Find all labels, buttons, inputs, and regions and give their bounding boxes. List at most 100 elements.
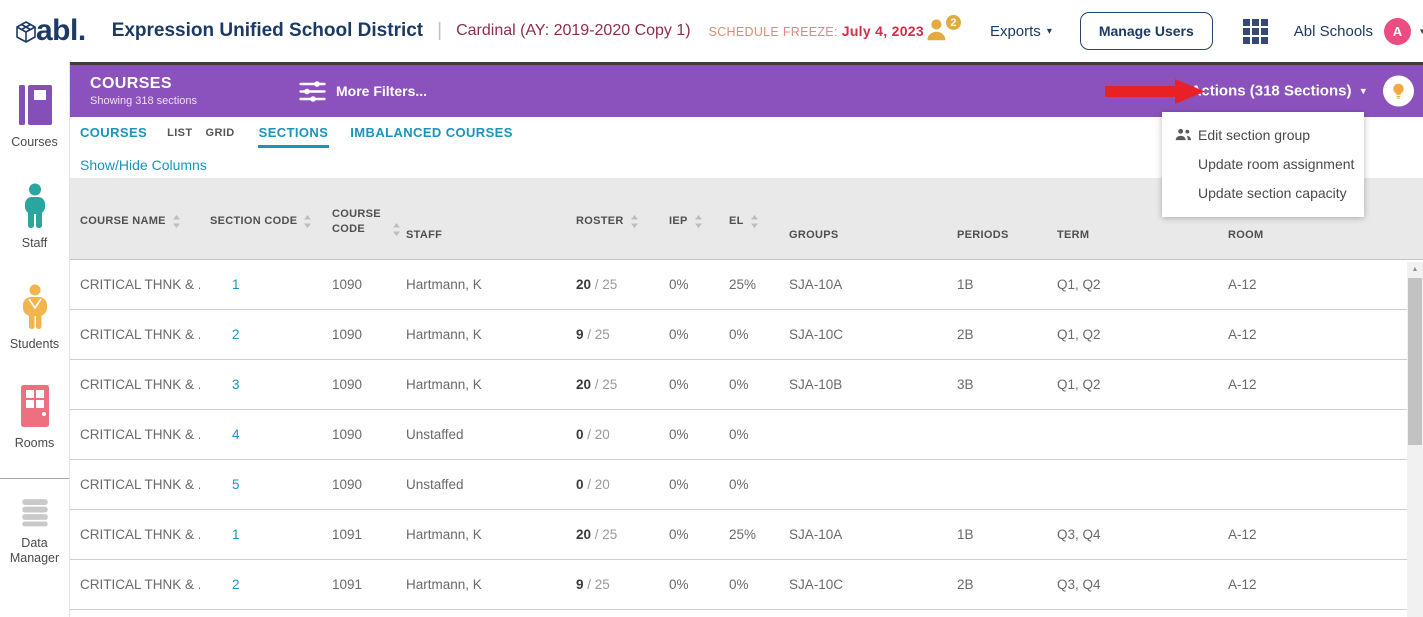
annotation-arrow-icon	[1105, 79, 1205, 104]
cell-course-code: 1090	[332, 277, 363, 292]
schedule-freeze-label: SCHEDULE FREEZE: July 4, 2023	[708, 23, 924, 39]
roster-current: 20	[576, 527, 592, 542]
cell-section-code-link[interactable]: 1	[232, 527, 240, 542]
courses-toolbar: COURSES Showing 318 sections More Filter…	[70, 62, 1423, 117]
roster-capacity: / 25	[584, 327, 610, 342]
sort-icon[interactable]	[393, 223, 400, 236]
sort-icon[interactable]	[304, 215, 312, 228]
cell-section-code-link[interactable]: 5	[232, 477, 240, 492]
column-header-course-code[interactable]: COURSE CODE	[330, 207, 404, 259]
tab-imbalanced-courses[interactable]: IMBALANCED COURSES	[350, 125, 513, 140]
cell-groups: SJA-10A	[789, 527, 843, 542]
sort-icon[interactable]	[694, 215, 702, 228]
cell-iep: 0%	[669, 427, 689, 442]
cell-roster: 20 / 25	[574, 277, 667, 292]
cell-el: 25%	[729, 277, 757, 292]
sidebar-item-rooms[interactable]: Rooms	[0, 383, 69, 451]
cell-room: A-12	[1228, 277, 1257, 292]
tab-sections-active[interactable]: SECTIONS	[257, 125, 329, 148]
table-row: CRITICAL THNK & ... 2 1091 Hartmann, K 9…	[70, 560, 1407, 610]
scrollbar-thumb[interactable]	[1408, 278, 1422, 445]
cell-course-code: 1091	[332, 577, 363, 592]
roster-capacity-value: 25	[594, 577, 610, 592]
cell-course-name: CRITICAL THNK & ...	[80, 427, 200, 442]
show-hide-columns-link[interactable]: Show/Hide Columns	[80, 157, 207, 173]
table-row: CRITICAL THNK & ... 4 1090 Unstaffed 0 /…	[70, 410, 1407, 460]
roster-separator: /	[591, 527, 603, 542]
roster-capacity-value: 25	[594, 327, 610, 342]
cell-staff: Hartmann, K	[406, 327, 482, 342]
abl-logo[interactable]: abl.	[14, 16, 86, 46]
sort-icon[interactable]	[750, 215, 758, 228]
cell-course-name: CRITICAL THNK & ...	[80, 377, 200, 392]
menu-item-edit-section-group[interactable]: Edit section group	[1162, 120, 1364, 149]
exports-dropdown[interactable]: Exports ▾	[990, 23, 1052, 40]
tab-courses[interactable]: COURSES	[80, 125, 148, 140]
roster-capacity-value: 25	[602, 527, 618, 542]
tab-grid[interactable]: GRID	[205, 126, 235, 139]
cell-section-code-link[interactable]: 2	[232, 577, 240, 592]
column-header-iep[interactable]: IEP	[667, 214, 727, 259]
scrollbar-up-arrow[interactable]: ▲	[1411, 266, 1419, 273]
cell-room: A-12	[1228, 577, 1257, 592]
cell-staff: Hartmann, K	[406, 277, 482, 292]
actions-dropdown-menu: Edit section group Update room assignmen…	[1162, 112, 1364, 217]
manage-users-button[interactable]: Manage Users	[1079, 12, 1213, 50]
help-lightbulb-button[interactable]	[1383, 75, 1414, 107]
cell-iep: 0%	[669, 477, 689, 492]
sidebar-item-courses[interactable]: Courses	[0, 82, 69, 150]
column-header-el[interactable]: EL	[727, 214, 787, 259]
roster-separator: /	[591, 377, 603, 392]
table-row: CRITICAL THNK & ... 1 1090 Hartmann, K 2…	[70, 260, 1407, 310]
account-menu[interactable]: Abl Schools A ▾	[1293, 17, 1423, 45]
column-header-roster[interactable]: ROSTER	[574, 214, 667, 259]
cell-course-name: CRITICAL THNK & ...	[80, 527, 200, 542]
roster-capacity: / 25	[591, 277, 618, 292]
roster-capacity: / 25	[584, 577, 610, 592]
cell-section-code-link[interactable]: 2	[232, 327, 240, 342]
roster-current: 9	[576, 577, 584, 592]
more-filters-button[interactable]: More Filters...	[299, 80, 427, 103]
column-header-course-name[interactable]: COURSE NAME	[70, 214, 200, 259]
schedule-context: Cardinal (AY: 2019-2020 Copy 1)	[456, 22, 691, 39]
cell-term: Q1, Q2	[1057, 327, 1101, 342]
lightbulb-icon	[1393, 83, 1404, 99]
column-label: TERM	[1057, 229, 1090, 242]
column-header-groups: GROUPS	[787, 228, 955, 259]
sort-icon[interactable]	[630, 215, 638, 228]
column-header-periods: PERIODS	[955, 228, 1055, 259]
sidebar-item-data-manager[interactable]: Data Manager	[0, 497, 69, 566]
cell-el: 25%	[729, 527, 757, 542]
cell-term: Q3, Q4	[1057, 527, 1101, 542]
sidebar-divider	[0, 478, 69, 479]
roster-capacity-value: 25	[602, 377, 618, 392]
roster-capacity: / 20	[584, 477, 610, 492]
student-icon	[22, 284, 47, 329]
column-header-section-code[interactable]: SECTION CODE	[200, 214, 330, 259]
roster-capacity: / 25	[591, 377, 618, 392]
account-name: Abl Schools	[1293, 22, 1373, 40]
apps-grid-button[interactable]	[1242, 18, 1268, 44]
menu-item-update-section-capacity[interactable]: Update section capacity	[1162, 178, 1364, 207]
exports-label: Exports	[989, 22, 1041, 40]
cell-el: 0%	[729, 327, 749, 342]
tab-list[interactable]: LIST	[167, 126, 193, 139]
cell-section-code-link[interactable]: 3	[232, 377, 240, 392]
sidebar-item-staff[interactable]: Staff	[0, 183, 69, 251]
actions-dropdown-button[interactable]: Actions (318 Sections) ▾	[1191, 83, 1366, 100]
cell-groups: SJA-10C	[789, 327, 844, 342]
cell-course-name: CRITICAL THNK & ...	[80, 327, 200, 342]
cell-section-code-link[interactable]: 4	[232, 427, 240, 442]
sidebar-item-students[interactable]: Students	[0, 284, 69, 352]
filter-sliders-icon	[299, 80, 326, 102]
cell-section-code-link[interactable]: 1	[232, 277, 240, 292]
table-header: COURSE NAME SECTION CODE COURSE CODE STA…	[70, 178, 1423, 260]
cell-roster: 20 / 25	[574, 377, 667, 392]
cell-staff: Hartmann, K	[406, 527, 482, 542]
menu-item-update-room-assignment[interactable]: Update room assignment	[1162, 149, 1364, 178]
sort-icon[interactable]	[172, 215, 180, 228]
sidebar-item-label: Courses	[11, 135, 58, 149]
menu-item-label: Update section capacity	[1198, 184, 1347, 201]
pending-users-button[interactable]: 2	[924, 14, 964, 46]
book-icon	[18, 85, 52, 125]
